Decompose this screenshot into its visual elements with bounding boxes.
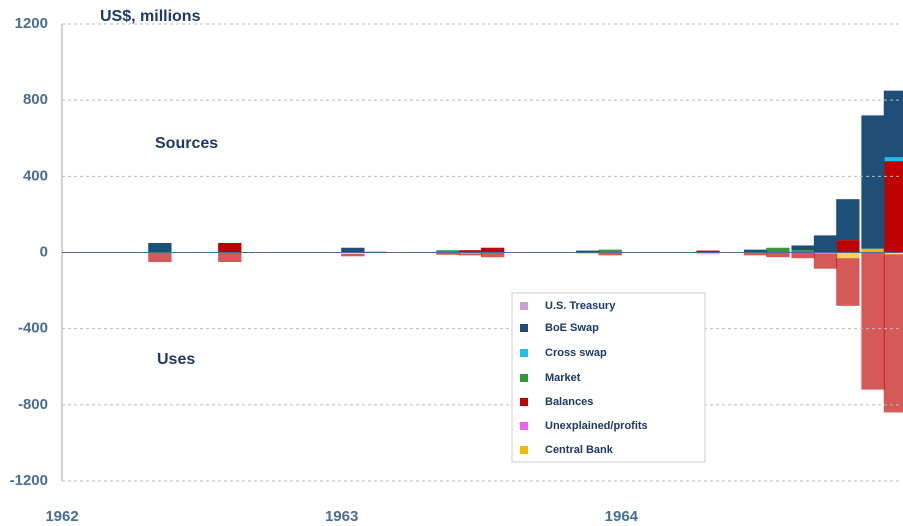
bar bbox=[696, 250, 720, 253]
bar bbox=[766, 252, 790, 258]
bar bbox=[766, 247, 790, 253]
bar bbox=[341, 252, 365, 255]
bar bbox=[341, 254, 365, 257]
y-tick-label: -800 bbox=[18, 396, 48, 413]
bar bbox=[743, 252, 768, 256]
legend-swatch bbox=[520, 374, 528, 382]
bar bbox=[576, 250, 600, 253]
legend bbox=[511, 292, 706, 463]
bar bbox=[148, 252, 172, 263]
bar bbox=[836, 240, 860, 253]
y-tick-label: 800 bbox=[23, 91, 48, 108]
bar bbox=[883, 161, 903, 253]
legend-swatch bbox=[520, 324, 528, 332]
bar bbox=[836, 199, 860, 241]
bar bbox=[791, 245, 815, 251]
legend-label: Cross swap bbox=[545, 347, 607, 359]
annotation: Sources bbox=[155, 135, 218, 152]
y-tick-label: -1200 bbox=[10, 472, 48, 489]
legend-label: U.S. Treasury bbox=[545, 300, 616, 312]
bar bbox=[436, 252, 460, 255]
annotation: Uses bbox=[157, 351, 195, 368]
legend-label: BoE Swap bbox=[545, 322, 599, 334]
bar bbox=[598, 249, 622, 253]
bar bbox=[458, 250, 482, 253]
legend-swatch bbox=[520, 349, 528, 357]
legend-label: Balances bbox=[545, 396, 593, 408]
bar bbox=[481, 252, 505, 258]
bar bbox=[883, 90, 903, 158]
bar bbox=[598, 252, 622, 256]
bar bbox=[743, 249, 768, 253]
bar bbox=[791, 250, 815, 253]
bar bbox=[696, 252, 720, 255]
bar bbox=[836, 258, 860, 306]
bar bbox=[883, 252, 903, 255]
x-tick-label: 1963 bbox=[325, 508, 358, 525]
y-tick-label: 1200 bbox=[15, 15, 48, 32]
bar bbox=[481, 247, 505, 253]
bar bbox=[148, 242, 172, 253]
y-tick-label: -400 bbox=[18, 320, 48, 337]
bar bbox=[861, 252, 885, 390]
bar bbox=[883, 157, 903, 162]
bar bbox=[813, 235, 838, 253]
legend-swatch bbox=[520, 446, 528, 454]
bar bbox=[436, 250, 460, 253]
legend-label: Central Bank bbox=[545, 444, 614, 456]
x-tick-label: 1964 bbox=[605, 508, 639, 525]
legend-swatch bbox=[520, 422, 528, 430]
bar bbox=[341, 247, 365, 253]
legend-label: Unexplained/profits bbox=[545, 420, 648, 432]
y-tick-label: 400 bbox=[23, 167, 48, 184]
bar bbox=[458, 253, 482, 256]
bar bbox=[218, 252, 242, 263]
bar bbox=[861, 248, 885, 253]
y-tick-label: 0 bbox=[40, 243, 48, 260]
bar bbox=[813, 253, 838, 269]
x-tick-label: 1962 bbox=[45, 508, 78, 525]
bar bbox=[861, 115, 885, 249]
axis-label: US$, millions bbox=[100, 8, 201, 25]
legend-swatch bbox=[520, 398, 528, 406]
bar bbox=[883, 254, 903, 413]
bars bbox=[148, 90, 903, 413]
bar bbox=[836, 252, 860, 259]
bar bbox=[218, 242, 242, 253]
bar bbox=[791, 252, 815, 259]
legend-label: Market bbox=[545, 372, 581, 384]
legend-swatch bbox=[520, 302, 528, 310]
